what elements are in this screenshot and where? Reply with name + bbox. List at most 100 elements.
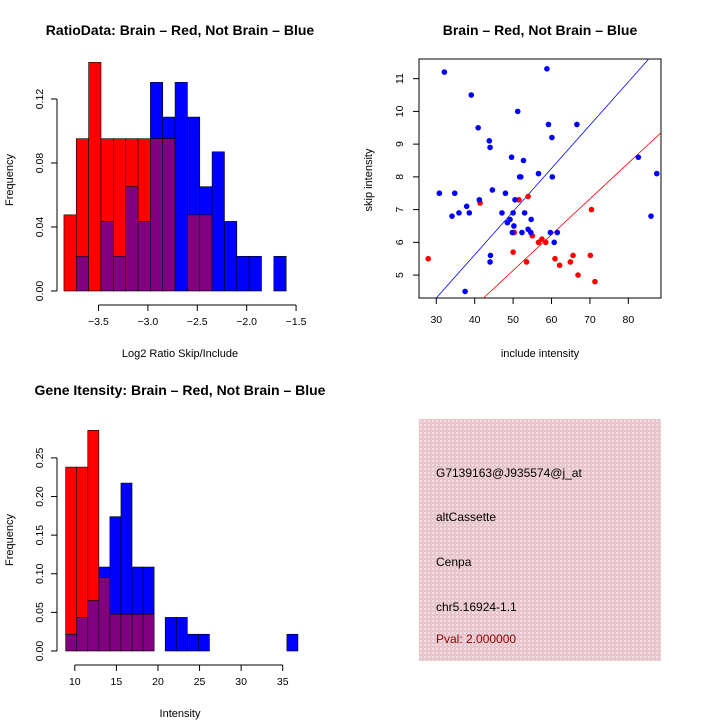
intensity-hist-bar-not-brain bbox=[120, 482, 133, 615]
scatter-y-tick-label: 10 bbox=[394, 105, 406, 117]
intensity-hist-y-tick-label: 0.15 bbox=[34, 525, 46, 546]
scatter-point-not-brain bbox=[486, 138, 493, 144]
scatter-point-brain bbox=[510, 249, 516, 255]
scatter-point-not-brain bbox=[511, 223, 517, 229]
scatter-plot-panel: Brain – Red, Not Brain – Blue include in… bbox=[363, 22, 662, 360]
scatter-y-tick-label: 5 bbox=[394, 272, 406, 278]
scatter-point-brain bbox=[552, 255, 558, 262]
fit-line-red bbox=[483, 132, 662, 299]
scatter-point-brain bbox=[567, 259, 574, 265]
ratio-hist-bar-overlap bbox=[125, 186, 139, 292]
ratio-hist-x-tick-label: −3.5 bbox=[88, 316, 109, 328]
info-panel: G7139163@J935574@j_at altCassette Cenpa … bbox=[419, 419, 661, 661]
scatter-point-not-brain bbox=[489, 187, 496, 193]
scatter-point-not-brain bbox=[451, 190, 458, 197]
ratio-hist-x-tick-label: −3.0 bbox=[138, 316, 159, 328]
ratio-hist-bar-not-brain bbox=[174, 82, 188, 292]
scatter-point-not-brain bbox=[549, 134, 555, 141]
ratio-hist-bar-brain bbox=[100, 138, 114, 222]
ratio-hist-bar-overlap bbox=[199, 214, 213, 292]
intensity-hist-x-tick-label: 10 bbox=[69, 676, 81, 688]
scatter-point-not-brain bbox=[512, 196, 518, 203]
ratio-hist-y-tick-label: 0.00 bbox=[34, 281, 46, 302]
ratio-hist-y-tick-label: 0.04 bbox=[34, 217, 46, 238]
intensity-hist-bar-not-brain bbox=[131, 566, 144, 615]
ratio-hist-y-tick-label: 0.08 bbox=[34, 153, 46, 174]
intensity-hist-y-tick-label: 0.05 bbox=[34, 602, 46, 623]
scatter-point-not-brain bbox=[487, 144, 493, 151]
ratio-hist-bar-overlap bbox=[113, 255, 126, 292]
ratio-hist-bar-overlap bbox=[187, 214, 201, 292]
ratio-histogram-xlabel: Log2 Ratio Skip/Include bbox=[122, 348, 238, 360]
intensity-hist-bar-brain bbox=[76, 466, 89, 618]
info-panel-background bbox=[419, 419, 661, 661]
intensity-hist-bar-not-brain bbox=[164, 617, 177, 652]
scatter-point-not-brain bbox=[436, 190, 443, 197]
intensity-hist-bar-overlap bbox=[120, 613, 133, 652]
scatter-point-not-brain bbox=[545, 121, 552, 128]
intensity-histogram-ylabel: Frequency bbox=[4, 514, 16, 566]
scatter-y-tick-label: 9 bbox=[394, 141, 406, 147]
scatter-plot-ylabel: skip intensity bbox=[363, 148, 375, 211]
intensity-hist-bar-overlap bbox=[76, 617, 89, 652]
scatter-point-not-brain bbox=[510, 210, 516, 216]
ratio-histogram-panel: RatioData: Brain – Red, Not Brain – Blue… bbox=[4, 22, 314, 360]
ratio-hist-bar-not-brain bbox=[162, 116, 176, 139]
scatter-point-not-brain bbox=[653, 170, 660, 177]
scatter-x-tick-label: 30 bbox=[430, 314, 442, 326]
fit-line-blue bbox=[435, 58, 650, 299]
scatter-point-not-brain bbox=[441, 69, 448, 75]
scatter-point-not-brain bbox=[535, 170, 542, 177]
scatter-point-not-brain bbox=[487, 252, 494, 259]
scatter-point-not-brain bbox=[456, 210, 462, 216]
ratio-hist-bar-not-brain bbox=[224, 221, 238, 292]
intensity-hist-x-tick-label: 20 bbox=[152, 676, 164, 688]
ratio-hist-bar-overlap bbox=[75, 255, 89, 292]
gene-name-text: Cenpa bbox=[436, 555, 472, 569]
scatter-point-brain bbox=[570, 252, 576, 259]
scatter-point-not-brain bbox=[544, 66, 550, 72]
intensity-hist-x-tick-label: 25 bbox=[194, 676, 206, 688]
scatter-x-tick-label: 70 bbox=[584, 314, 596, 326]
ratio-hist-bar-not-brain bbox=[199, 186, 213, 216]
intensity-hist-bar-overlap bbox=[65, 633, 78, 652]
intensity-hist-bar-overlap bbox=[87, 600, 100, 652]
ratio-hist-bar-not-brain bbox=[150, 82, 164, 139]
ratio-hist-bar-brain bbox=[88, 62, 102, 292]
ratio-histogram-ylabel: Frequency bbox=[4, 154, 16, 206]
scatter-points bbox=[425, 66, 660, 295]
intensity-histogram-axes: 10 15 20 25 30 35 0.00 0.05 0.10 0.15 0.20 0.25 bbox=[34, 448, 289, 688]
intensity-hist-bar-not-brain bbox=[286, 633, 299, 652]
intensity-hist-bar-overlap bbox=[109, 613, 122, 652]
scatter-point-not-brain bbox=[502, 190, 509, 197]
intensity-histogram-bars bbox=[65, 430, 299, 652]
scatter-point-brain bbox=[587, 252, 594, 259]
scatter-point-not-brain bbox=[476, 196, 483, 203]
intensity-hist-y-tick-label: 0.20 bbox=[34, 486, 46, 507]
scatter-point-not-brain bbox=[507, 216, 513, 223]
ratio-hist-bar-brain bbox=[137, 138, 151, 222]
scatter-point-not-brain bbox=[648, 213, 654, 219]
location-text: chr5.16924-1.1 bbox=[436, 600, 517, 614]
intensity-hist-x-tick-label: 35 bbox=[277, 676, 289, 688]
scatter-point-not-brain bbox=[509, 229, 516, 236]
intensity-hist-bar-not-brain bbox=[109, 516, 122, 615]
scatter-point-brain bbox=[523, 259, 530, 265]
ratio-hist-bar-not-brain bbox=[187, 116, 201, 216]
scatter-point-brain bbox=[556, 262, 563, 269]
intensity-hist-bar-not-brain bbox=[98, 566, 111, 578]
ratio-hist-bar-overlap bbox=[100, 221, 114, 292]
ratio-histogram-title: RatioData: Brain – Red, Not Brain – Blue bbox=[46, 22, 315, 38]
intensity-hist-bar-overlap bbox=[98, 577, 111, 652]
scatter-point-not-brain bbox=[528, 216, 534, 223]
ratio-hist-bar-overlap bbox=[162, 138, 176, 292]
scatter-point-not-brain bbox=[487, 259, 493, 265]
scatter-point-not-brain bbox=[520, 157, 527, 164]
scatter-point-brain bbox=[542, 239, 549, 246]
scatter-y-tick-label: 11 bbox=[394, 73, 406, 84]
ratio-histogram-bars bbox=[63, 62, 287, 292]
intensity-hist-x-tick-label: 30 bbox=[235, 676, 247, 688]
scatter-point-not-brain bbox=[499, 210, 505, 216]
intensity-hist-bar-brain bbox=[65, 466, 78, 635]
